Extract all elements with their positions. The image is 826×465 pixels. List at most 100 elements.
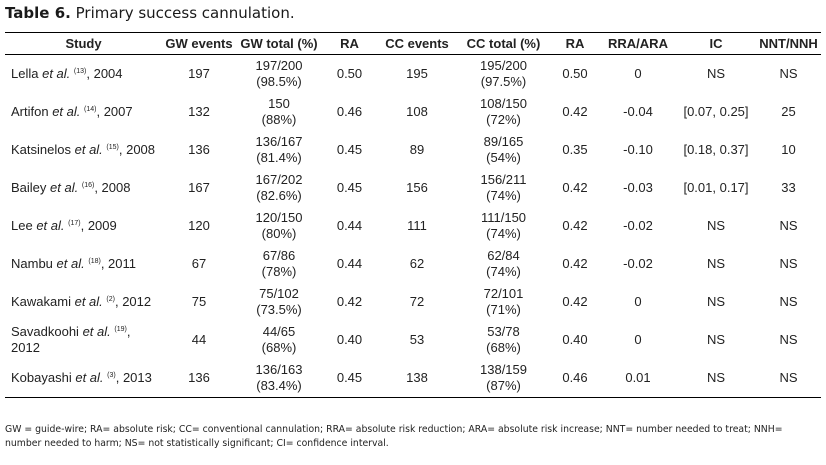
- gw-total-cell: 44/65 (68%): [236, 321, 322, 359]
- cc-events-cell: 72: [409, 294, 425, 309]
- study-cell: Artifon et al. (14), 2007: [5, 93, 162, 131]
- cc-total-cell-line-1: 89/165: [483, 134, 524, 149]
- nnt-nnh-cell: 33: [781, 180, 796, 195]
- gw-total-cell-line-2: (68%): [261, 340, 297, 355]
- results-table: Study GW events GW total (%) RA CC event…: [5, 32, 821, 398]
- gw-total-cell: 167/202 (82.6%): [236, 169, 322, 207]
- ic-cell: NS: [706, 66, 726, 81]
- reference-number: (18): [88, 258, 101, 265]
- et-al: et al.: [74, 142, 103, 157]
- ra-gw-cell: 0.45: [336, 142, 363, 157]
- header-ic: IC: [676, 32, 756, 55]
- table-row: Kawakami et al. (2), 2012 75 75/102 (73.5%)…: [5, 283, 821, 321]
- study-author: Bailey: [11, 180, 47, 195]
- rra-ara-cell: -0.04: [623, 104, 653, 119]
- header-nnt-nnh: NNT/NNH: [756, 32, 821, 55]
- gw-events-cell: 132: [188, 104, 210, 119]
- cc-total-cell: 111/150 (74%): [457, 207, 550, 245]
- nnt-nnh-cell: 10: [781, 142, 796, 157]
- reference-number: (17): [68, 220, 81, 227]
- header-study: Study: [5, 32, 162, 55]
- ic-cell: [0.18, 0.37]: [683, 142, 749, 157]
- gw-total-cell-line-2: (88%): [261, 112, 297, 127]
- table-row: Nambu et al. (18), 2011 67 67/86 (78%) 0.44 6…: [5, 245, 821, 283]
- header-cc-events: CC events: [377, 32, 457, 55]
- study-author: Artifon: [11, 104, 49, 119]
- table-row: Bailey et al. (16), 2008 167 167/202 (82.6%…: [5, 169, 821, 207]
- rra-ara-cell: -0.02: [623, 218, 653, 233]
- rra-ara-cell: 0: [634, 294, 642, 309]
- study-author: Katsinelos: [11, 142, 71, 157]
- table-row: Savadkoohi et al. (19), 2012 44 44/65 (68%)…: [5, 321, 821, 359]
- et-al: et al.: [82, 324, 111, 339]
- cc-total-cell: 138/159 (87%): [457, 359, 550, 398]
- cc-total-cell: 195/200 (97.5%): [457, 55, 550, 94]
- cc-total-cell: 62/84 (74%): [457, 245, 550, 283]
- gw-events-cell: 167: [188, 180, 210, 195]
- cc-total-cell-line-2: (87%): [486, 378, 521, 393]
- ra-gw-cell: 0.42: [336, 294, 363, 309]
- nnt-nnh-cell: 25: [781, 104, 796, 119]
- reference-number: (2): [106, 296, 115, 303]
- reference-number: (19): [114, 326, 127, 333]
- study-cell: Lee et al. (17), 2009: [5, 207, 162, 245]
- study-year: , 2004: [86, 66, 123, 81]
- gw-total-cell-line-1: 136/167: [255, 134, 303, 149]
- cc-events-cell: 53: [409, 332, 425, 347]
- cc-events-cell: 111: [407, 218, 427, 233]
- study-cell: Katsinelos et al. (15), 2008: [5, 131, 162, 169]
- cc-events-cell: 62: [409, 256, 425, 271]
- ra-cc-cell: 0.40: [562, 332, 588, 347]
- gw-total-cell-line-2: (82.6%): [256, 188, 302, 203]
- gw-total-cell-line-1: 120/150: [255, 210, 303, 225]
- cc-total-cell-line-2: (71%): [486, 302, 521, 317]
- cc-events-cell: 89: [409, 142, 425, 157]
- cc-total-cell-line-2: (74%): [486, 264, 521, 279]
- gw-total-cell-line-1: 150: [268, 96, 290, 111]
- cc-events-cell: 108: [406, 104, 428, 119]
- table-row: Lee et al. (17), 2009 120 120/150 (80%) 0.44…: [5, 207, 821, 245]
- study-year: , 2007: [96, 104, 133, 119]
- et-al: et al.: [75, 370, 104, 385]
- gw-total-cell-line-2: (73.5%): [256, 302, 302, 317]
- study-year: , 2011: [100, 256, 136, 271]
- study-cell: Bailey et al. (16), 2008: [5, 169, 162, 207]
- gw-total-cell-line-1: 136/163: [255, 362, 303, 377]
- gw-total-cell-line-2: (81.4%): [256, 150, 302, 165]
- ra-cc-cell: 0.42: [562, 180, 588, 195]
- ra-gw-cell: 0.45: [322, 359, 377, 398]
- gw-total-cell-line-2: (83.4%): [256, 378, 302, 393]
- cc-total-cell: 108/150 (72%): [457, 93, 550, 131]
- nnt-nnh-cell: NS: [756, 359, 821, 398]
- gw-events-cell: 136: [188, 142, 210, 157]
- study-author: Lella: [11, 66, 39, 81]
- gw-total-cell-line-2: (98.5%): [256, 74, 302, 89]
- nnt-nnh-cell: NS: [779, 66, 798, 81]
- study-author: Nambu: [11, 256, 53, 271]
- study-author: Kobayashi: [11, 370, 72, 385]
- gw-events-cell: 136: [162, 359, 236, 398]
- ra-gw-cell: 0.50: [336, 66, 363, 81]
- study-cell: Kobayashi et al. (3), 2013: [5, 359, 162, 398]
- gw-total-cell: 75/102 (73.5%): [236, 283, 322, 321]
- ra-cc-cell: 0.46: [550, 359, 600, 398]
- et-al: et al.: [36, 218, 65, 233]
- cc-total-cell: 72/101 (71%): [457, 283, 550, 321]
- gw-total-cell: 120/150 (80%): [236, 207, 322, 245]
- table-footnote: GW = guide-wire; RA= absolute risk; CC= …: [5, 424, 783, 449]
- ra-gw-cell: 0.44: [336, 218, 363, 233]
- cc-events-cell: 195: [406, 66, 428, 81]
- gw-events-cell: 120: [188, 218, 210, 233]
- study-cell: Lella et al. (13), 2004: [5, 55, 162, 94]
- rra-ara-cell: -0.10: [623, 142, 653, 157]
- ra-cc-cell: 0.35: [562, 142, 588, 157]
- study-author: Kawakami: [11, 294, 71, 309]
- study-author: Lee: [11, 218, 33, 233]
- ra-gw-cell: 0.46: [336, 104, 363, 119]
- cc-events-cell: 156: [406, 180, 428, 195]
- header-row: Study GW events GW total (%) RA CC event…: [5, 32, 821, 55]
- ra-cc-cell: 0.50: [562, 66, 588, 81]
- cc-total-cell-line-1: 111/150: [480, 210, 527, 225]
- cc-total-cell-line-1: 53/78: [487, 324, 520, 339]
